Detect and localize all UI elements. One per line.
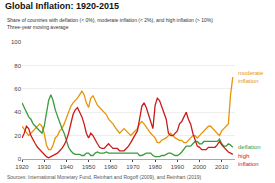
svg-text:0: 0 xyxy=(18,156,22,162)
svg-text:40: 40 xyxy=(14,109,21,115)
svg-text:1920: 1920 xyxy=(15,164,29,170)
svg-text:1990: 1990 xyxy=(171,164,185,170)
svg-text:highinflation: highinflation xyxy=(238,153,259,167)
svg-text:Global Inflation: 1920-2015: Global Inflation: 1920-2015 xyxy=(5,1,119,11)
svg-text:2010: 2010 xyxy=(215,164,229,170)
svg-text:1980: 1980 xyxy=(148,164,162,170)
svg-text:deflation: deflation xyxy=(238,144,261,150)
svg-text:80: 80 xyxy=(14,63,21,69)
svg-text:Sources: International Monetar: Sources: International Monetary Fund, Re… xyxy=(7,174,202,180)
svg-text:1930: 1930 xyxy=(38,164,52,170)
svg-text:1950: 1950 xyxy=(82,164,96,170)
svg-text:20: 20 xyxy=(14,133,21,139)
svg-text:2000: 2000 xyxy=(193,164,207,170)
svg-text:1960: 1960 xyxy=(104,164,118,170)
svg-text:1970: 1970 xyxy=(126,164,140,170)
svg-text:moderateinflation: moderateinflation xyxy=(238,70,264,84)
svg-text:Three-year moving average: Three-year moving average xyxy=(7,24,69,30)
svg-text:Share of countries with deflat: Share of countries with deflation (< 0%)… xyxy=(7,17,213,23)
svg-text:100: 100 xyxy=(11,39,22,45)
svg-text:1940: 1940 xyxy=(60,164,74,170)
svg-text:60: 60 xyxy=(14,86,21,92)
